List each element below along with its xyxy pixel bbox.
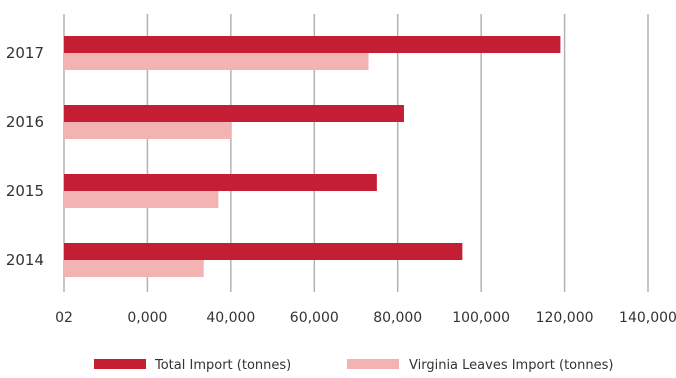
y-tick-label: 2016 bbox=[6, 113, 44, 131]
legend-item: Virginia Leaves Import (tonnes) bbox=[347, 358, 613, 373]
legend-label: Virginia Leaves Import (tonnes) bbox=[409, 358, 613, 373]
x-tick-label: 100,000 bbox=[452, 310, 510, 326]
bar-virginia-leaves-import bbox=[64, 260, 204, 277]
bar-virginia-leaves-import bbox=[64, 53, 369, 70]
x-tick-label: 120,000 bbox=[536, 310, 594, 326]
bar-virginia-leaves-import bbox=[64, 191, 219, 208]
x-tick-label: 60,000 bbox=[290, 310, 339, 326]
x-tick-label: 0,000 bbox=[127, 310, 167, 326]
legend-item: Total Import (tonnes) bbox=[94, 358, 291, 373]
x-tick-label: 02 bbox=[55, 310, 73, 326]
y-tick-label: 2015 bbox=[6, 182, 44, 200]
x-tick-label: 140,000 bbox=[619, 310, 676, 326]
bar-total-import bbox=[64, 36, 561, 53]
legend-swatch bbox=[94, 359, 146, 369]
y-tick-label: 2017 bbox=[6, 44, 44, 62]
bars bbox=[64, 36, 561, 277]
x-tick-label: 40,000 bbox=[206, 310, 255, 326]
legend-label: Total Import (tonnes) bbox=[154, 358, 291, 373]
legend-swatch bbox=[347, 359, 399, 369]
y-tick-label: 2014 bbox=[6, 251, 44, 269]
legend: Total Import (tonnes) Virginia Leaves Imp… bbox=[94, 358, 613, 373]
bar-total-import bbox=[64, 243, 463, 260]
bar-total-import bbox=[64, 105, 404, 122]
bar-total-import bbox=[64, 174, 377, 191]
bar-virginia-leaves-import bbox=[64, 122, 231, 139]
x-axis-labels: 02 0,000 40,000 60,000 80,000 100,000 120,000 1… bbox=[55, 310, 676, 326]
y-axis-labels: 2017 2016 2015 2014 bbox=[6, 44, 44, 269]
x-tick-label: 80,000 bbox=[373, 310, 422, 326]
